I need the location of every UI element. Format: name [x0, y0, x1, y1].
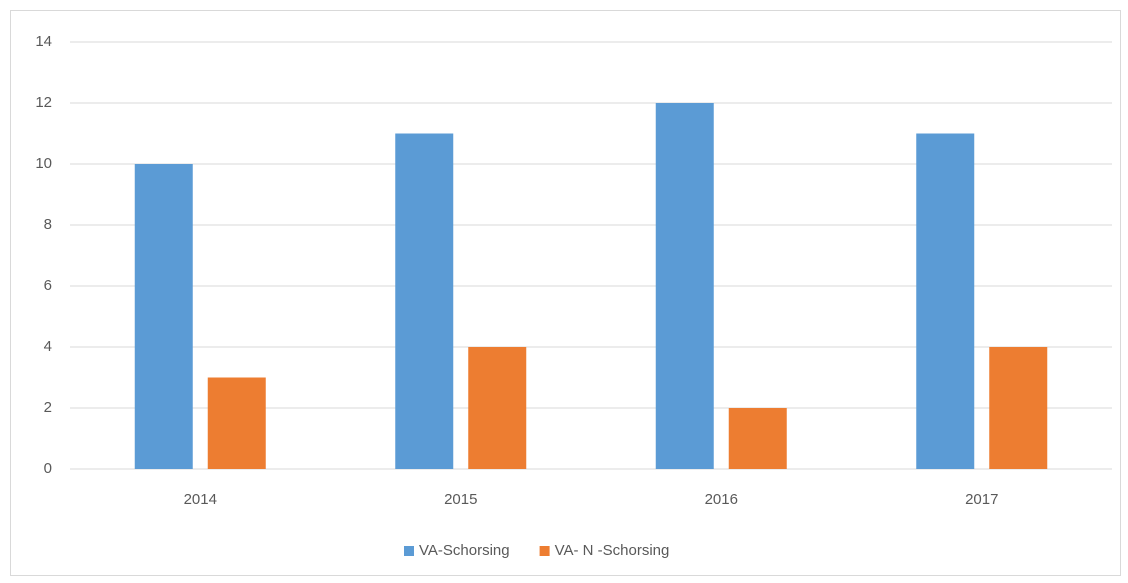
bar — [468, 347, 527, 469]
legend-swatch — [539, 546, 550, 556]
y-tick-label: 0 — [44, 460, 52, 477]
y-tick-label: 10 — [35, 155, 52, 172]
legend-swatch — [404, 546, 414, 556]
bar — [134, 164, 193, 469]
bar — [655, 103, 714, 469]
bar — [989, 347, 1048, 469]
legend-label: VA- N -Schorsing — [555, 542, 670, 559]
x-tick-label: 2017 — [965, 491, 998, 508]
y-tick-label: 4 — [44, 338, 52, 355]
x-tick-label: 2015 — [444, 491, 477, 508]
y-tick-label: 14 — [35, 33, 52, 50]
x-tick-label: 2014 — [184, 491, 217, 508]
x-tick-label: 2016 — [705, 491, 738, 508]
y-tick-label: 12 — [35, 94, 52, 111]
y-tick-label: 2 — [44, 399, 52, 416]
y-tick-label: 6 — [44, 277, 52, 294]
bar — [916, 133, 975, 469]
legend-label: VA-Schorsing — [419, 542, 510, 559]
bar — [395, 133, 454, 469]
y-tick-label: 8 — [44, 216, 52, 233]
bar — [207, 377, 266, 469]
bar — [728, 408, 787, 469]
